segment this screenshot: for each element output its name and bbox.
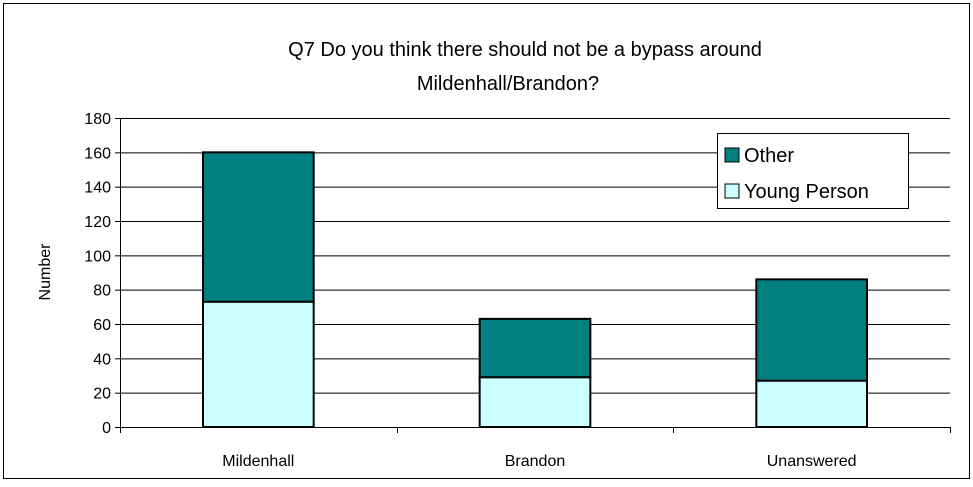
x-tick-label: Unanswered <box>767 453 857 470</box>
y-axis-label: Number <box>37 243 54 301</box>
chart-title-line-2: Mildenhall/Brandon? <box>417 73 599 95</box>
y-tick-label: 180 <box>84 111 111 128</box>
legend-label: Other <box>744 145 794 167</box>
bar-segment <box>478 317 592 379</box>
bar-segment <box>202 151 315 303</box>
y-tick-label: 80 <box>93 283 111 300</box>
bar-segment <box>478 376 592 429</box>
y-tick-label: 120 <box>84 214 111 231</box>
bar-segment <box>755 278 868 382</box>
legend-label: Young Person <box>744 181 869 203</box>
bar-segment <box>202 300 315 428</box>
bar-segment <box>755 379 868 428</box>
y-tick-label: 20 <box>93 386 111 403</box>
bars <box>202 151 868 429</box>
legend-box <box>717 133 909 209</box>
y-tick-label: 160 <box>84 145 111 162</box>
y-tick-label: 140 <box>84 180 111 197</box>
y-tick-label: 100 <box>84 248 111 265</box>
y-tick-label: 60 <box>93 317 111 334</box>
axes: 0 20 40 60 80 100 120 140 160 180 Mildenhall Brando… <box>84 111 951 470</box>
x-tick-label: Brandon <box>505 453 566 470</box>
y-tick-label: 40 <box>93 351 111 368</box>
chart-title-line-1: Q7 Do you think there should not be a by… <box>288 39 762 61</box>
legend: Other Young Person <box>717 133 909 209</box>
legend-swatch <box>724 147 740 163</box>
legend-swatch <box>724 183 740 199</box>
y-tick-label: 0 <box>102 420 111 437</box>
x-tick-label: Mildenhall <box>222 453 294 470</box>
